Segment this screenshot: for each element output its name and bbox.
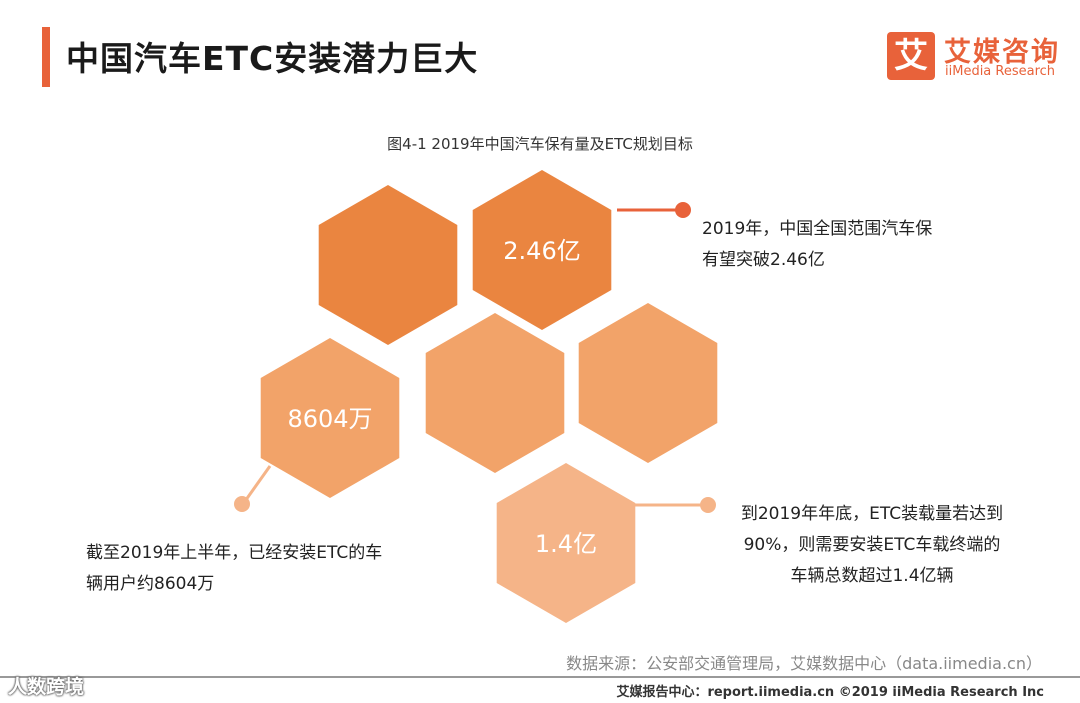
iimedia-logo: 艾 艾媒咨询 iiMedia Research [887,32,1067,82]
watermark: 人数跨境 [8,676,85,698]
note-line: 辆用户约8604万 [86,574,215,594]
logo-chinese-name: 艾媒咨询 [944,37,1060,68]
page-title: 中国汽车ETC安装潜力巨大 [66,39,479,78]
data-label: 2.46亿 [503,237,580,265]
hexagon [425,313,565,473]
note-line: 截至2019年上半年，已经安装ETC的车 [86,543,383,563]
footer-text: 艾媒报告中心：report.iimedia.cn ©2019 iiMedia R… [616,685,1044,700]
note-line: 车辆总数超过1.4亿辆 [790,566,954,586]
hexagon [260,338,400,498]
hexagon [472,170,612,330]
connector-line [241,465,272,505]
note-line: 90%，则需要安装ETC车载终端的 [743,535,1001,555]
logo-english-name: iiMedia Research [945,64,1056,79]
data-label: 8604万 [287,405,372,433]
data-source: 数据来源：公安部交通管理局，艾媒数据中心（data.iimedia.cn） [566,654,1042,673]
note-line: 有望突破2.46亿 [702,250,825,270]
connector-dot [675,202,691,218]
note-line: 2019年，中国全国范围汽车保 [702,219,933,239]
hexagon [578,303,718,463]
connector-dot [700,497,716,513]
logo-mark: 艾 [887,32,935,80]
data-label: 1.4亿 [535,530,597,558]
hexagon [496,463,636,623]
note-etc-installed: 截至2019年上半年，已经安装ETC的车 辆用户约8604万 [86,538,446,600]
note-etc-target: 到2019年年底，ETC装载量若达到 90%，则需要安装ETC车载终端的 车辆总… [712,499,1032,592]
connector-dot [234,496,250,512]
chart-title: 图4-1 2019年中国汽车保有量及ETC规划目标 [387,135,693,153]
footer-divider [0,676,1080,678]
title-accent-bar [42,27,50,87]
note-car-ownership: 2019年，中国全国范围汽车保 有望突破2.46亿 [702,214,1002,276]
note-line: 到2019年年底，ETC装载量若达到 [740,504,1004,524]
hexagon [318,185,458,345]
